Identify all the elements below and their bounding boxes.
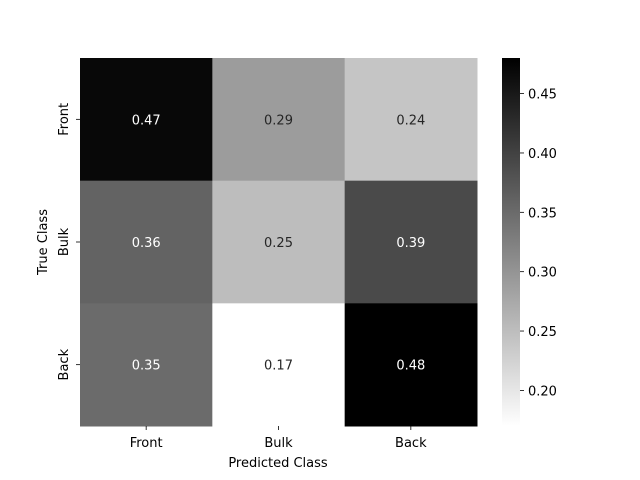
heatmap-cell <box>212 180 346 304</box>
y-axis: Front Bulk Back <box>57 103 80 380</box>
cell-value-label: 0.17 <box>264 359 293 374</box>
cell-value-label: 0.25 <box>264 236 293 251</box>
x-tick-label: Bulk <box>264 436 293 451</box>
colorbar-tick-label: 0.40 <box>528 147 557 162</box>
cell-value-label: 0.24 <box>396 113 425 128</box>
heatmap-cell <box>344 303 478 427</box>
heatmap-cell-labels: 0.47 0.29 0.24 0.36 0.25 0.39 0.35 0.17 0.48 <box>132 113 426 373</box>
colorbar-ticks: 0.20 0.25 0.30 0.35 0.40 0.45 <box>520 88 557 399</box>
colorbar-tick-label: 0.25 <box>528 325 557 340</box>
colorbar-tick-label: 0.45 <box>528 88 557 103</box>
heatmap-cells <box>80 58 478 427</box>
x-axis: Front Bulk Back <box>130 426 427 451</box>
x-axis-label: Predicted Class <box>228 456 328 471</box>
heatmap-cell <box>80 303 213 427</box>
x-tick-label: Front <box>130 436 163 451</box>
colorbar <box>502 58 520 426</box>
colorbar-tick-label: 0.35 <box>528 206 557 221</box>
cell-value-label: 0.47 <box>132 113 161 128</box>
heatmap-cell <box>212 58 346 182</box>
heatmap-cell <box>344 180 478 304</box>
cell-value-label: 0.48 <box>396 359 425 374</box>
y-axis-label: True Class <box>36 209 51 276</box>
heatmap-cell <box>80 58 213 182</box>
cell-value-label: 0.36 <box>132 236 161 251</box>
x-tick-label: Back <box>395 436 427 451</box>
colorbar-tick-label: 0.20 <box>528 384 557 399</box>
y-tick-label: Back <box>57 348 72 380</box>
y-tick-label: Bulk <box>57 227 72 256</box>
colorbar-tick-label: 0.30 <box>528 266 557 281</box>
cell-value-label: 0.39 <box>396 236 425 251</box>
cell-value-label: 0.29 <box>264 113 293 128</box>
cell-value-label: 0.35 <box>132 359 161 374</box>
heatmap-cell <box>80 180 213 304</box>
heatmap-cell <box>344 58 478 182</box>
heatmap-cell <box>212 303 346 427</box>
y-tick-label: Front <box>57 103 72 136</box>
